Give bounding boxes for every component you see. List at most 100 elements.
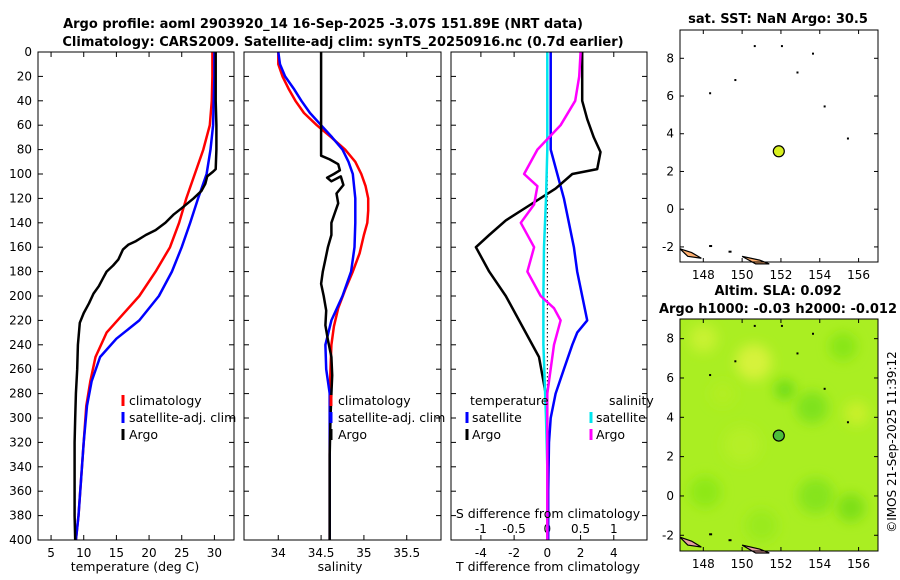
island-dot bbox=[846, 421, 849, 424]
map-frame bbox=[679, 318, 879, 552]
y-tick-label: 120 bbox=[9, 191, 32, 205]
y-tick-label: 340 bbox=[9, 460, 32, 474]
x-tick-label: 5 bbox=[47, 546, 55, 560]
sla-anomaly-patch bbox=[689, 476, 722, 509]
x-tick-label: 152 bbox=[769, 557, 792, 571]
land-outline-manus bbox=[679, 248, 702, 259]
island-dot bbox=[753, 45, 756, 48]
legend-label-t-argo: Argo bbox=[472, 427, 501, 442]
y-tick-label: 260 bbox=[9, 362, 32, 376]
y-tick-label: 4 bbox=[666, 410, 674, 424]
y-tick-label: 200 bbox=[9, 289, 32, 303]
legend-label-argo: Argo bbox=[338, 427, 367, 442]
y-tick-label: 8 bbox=[666, 51, 674, 65]
x-tick-label: 154 bbox=[808, 557, 831, 571]
salinity-x-axis-label: salinity bbox=[318, 559, 363, 574]
y-tick-label: 300 bbox=[9, 411, 32, 425]
island-dot bbox=[709, 533, 713, 536]
argo-float-marker bbox=[772, 145, 785, 158]
sla-anomaly-patch bbox=[797, 477, 834, 514]
island-dot bbox=[709, 374, 712, 377]
legend-label-s-argo: Argo bbox=[596, 427, 625, 442]
island-dot bbox=[780, 45, 783, 48]
series-line-temperature-satellite bbox=[546, 52, 589, 540]
plot-frame bbox=[37, 51, 235, 541]
s-diff-tick-label: 1 bbox=[610, 522, 618, 536]
series-line-argo bbox=[319, 52, 345, 540]
difference-legend: temperature salinity satellite Argo sate… bbox=[465, 393, 654, 442]
legend-label-satellite-adj: satellite-adj. clim bbox=[129, 410, 236, 425]
y-tick-label: -2 bbox=[662, 240, 674, 254]
figure-title-line-2: Climatology: CARS2009. Satellite-adj cli… bbox=[62, 35, 623, 50]
x-tick-label: 10 bbox=[76, 546, 91, 560]
sla-anomaly-patch bbox=[774, 379, 795, 400]
island-dot bbox=[846, 137, 849, 140]
salinity-profile-panel: 34 34.5 35 35.5 bbox=[243, 51, 442, 560]
island-dot bbox=[796, 352, 799, 355]
y-tick-label: 2 bbox=[666, 164, 674, 178]
temperature-profile-panel: 5 10 15 20 25 3002040608010012014016018020022… bbox=[9, 45, 235, 560]
island-dot bbox=[728, 250, 732, 253]
x-tick-label: -4 bbox=[475, 546, 487, 560]
y-tick-label: 220 bbox=[9, 313, 32, 327]
y-tick-label: 6 bbox=[666, 89, 674, 103]
island-dot bbox=[780, 324, 783, 327]
sla-anomaly-patch bbox=[745, 509, 778, 542]
island-dot bbox=[709, 92, 712, 95]
plot-area bbox=[38, 52, 234, 540]
y-tick-label: 280 bbox=[9, 387, 32, 401]
timestamp-label: ©IMOS 21-Sep-2025 11:39:12 bbox=[885, 351, 899, 533]
y-tick-label: -2 bbox=[662, 528, 674, 542]
sla-map-panel: 148 150 152 154 156 -2 0 2 4 6 8 bbox=[662, 318, 879, 571]
sla-anomaly-patch bbox=[829, 332, 858, 361]
legend-label-satellite-adj: satellite-adj. clim bbox=[338, 410, 445, 425]
x-tick-label: 15 bbox=[109, 546, 124, 560]
island-dot bbox=[709, 245, 713, 248]
land-outline-manus bbox=[679, 536, 702, 548]
sla-anomaly-patch bbox=[735, 344, 772, 381]
sla-anomaly-patch bbox=[844, 401, 869, 426]
y-tick-label: 0 bbox=[666, 489, 674, 503]
y-tick-label: 320 bbox=[9, 435, 32, 449]
x-tick-label: 30 bbox=[207, 546, 222, 560]
legend-label-climatology: climatology bbox=[338, 393, 411, 408]
island-dot bbox=[734, 79, 737, 82]
argo-float-marker bbox=[772, 429, 785, 442]
y-tick-label: 0 bbox=[24, 45, 32, 59]
sla-anomaly-patch bbox=[836, 493, 865, 522]
y-tick-label: 2 bbox=[666, 450, 674, 464]
x-tick-label: 150 bbox=[731, 557, 754, 571]
temperature-x-axis-label: temperature (deg C) bbox=[71, 559, 200, 574]
island-dot bbox=[823, 387, 826, 390]
island-dot bbox=[753, 324, 756, 327]
s-diff-tick-label: 0.5 bbox=[571, 522, 590, 536]
island-dot bbox=[812, 52, 814, 55]
legend-label-argo: Argo bbox=[129, 427, 158, 442]
x-tick-label: 2 bbox=[577, 546, 585, 560]
map-frame bbox=[679, 29, 879, 263]
x-tick-label: 35 bbox=[356, 546, 371, 560]
y-tick-label: 160 bbox=[9, 240, 32, 254]
sla-anomaly-patch bbox=[689, 324, 718, 353]
x-tick-label: -2 bbox=[508, 546, 520, 560]
sla-anomaly-patch bbox=[724, 426, 761, 463]
x-tick-label: 4 bbox=[610, 546, 618, 560]
legend-label-climatology: climatology bbox=[129, 393, 202, 408]
legend-header-salinity: salinity bbox=[609, 393, 654, 408]
sla-map-title-line-1: Altim. SLA: 0.092 bbox=[715, 284, 842, 299]
t-difference-x-axis-label: T difference from climatology bbox=[455, 559, 641, 574]
series-line-salinity-argo bbox=[519, 51, 582, 540]
x-tick-label: 150 bbox=[731, 268, 754, 282]
y-tick-label: 240 bbox=[9, 338, 32, 352]
x-tick-label: 148 bbox=[692, 557, 715, 571]
x-tick-label: 25 bbox=[174, 546, 189, 560]
y-tick-label: 360 bbox=[9, 484, 32, 498]
y-tick-label: 8 bbox=[666, 332, 674, 346]
legend-label-t-satellite: satellite bbox=[472, 410, 522, 425]
plot-frame bbox=[243, 51, 442, 541]
y-tick-label: 4 bbox=[666, 127, 674, 141]
island-dot bbox=[812, 332, 814, 335]
y-tick-label: 6 bbox=[666, 371, 674, 385]
y-tick-label: 80 bbox=[17, 143, 32, 157]
